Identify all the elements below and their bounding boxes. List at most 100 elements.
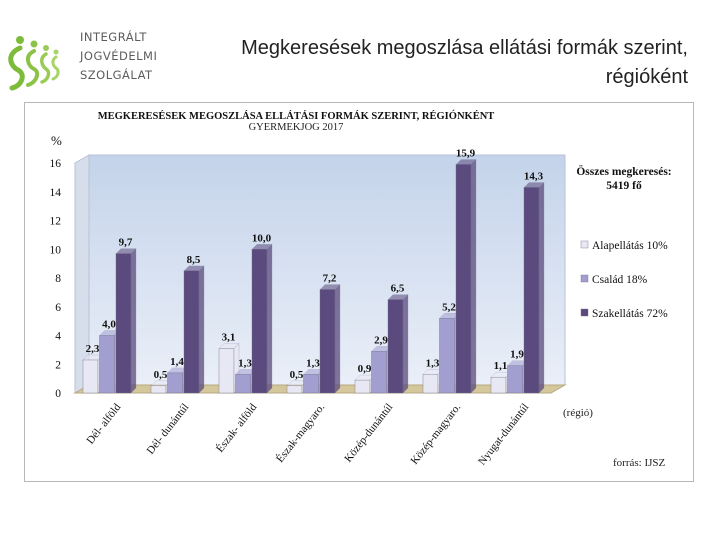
y-tick-label: 10	[50, 244, 62, 256]
bars: 2,34,09,70,51,48,53,11,310,00,51,37,20,9…	[82, 147, 545, 394]
bar-top	[387, 294, 409, 300]
bar-value-label: 6,5	[391, 283, 405, 295]
bar-value-label: 4,0	[102, 319, 116, 331]
bar-top	[455, 159, 477, 165]
bar	[82, 359, 99, 394]
bar-top	[523, 182, 545, 188]
bar-value-label: 3,1	[222, 331, 236, 343]
bar-side	[266, 243, 273, 394]
y-tick-label: 8	[55, 273, 61, 285]
bar-side	[198, 265, 205, 394]
bar-value-label: 7,2	[323, 273, 337, 285]
bar-side	[470, 159, 477, 394]
chart-title: MEGKERESÉSEK MEGOSZLÁSA ELLÁTÁSI FORMÁK …	[98, 110, 495, 122]
bar-value-label: 0,5	[290, 369, 304, 381]
chart-frame: MEGKERESÉSEK MEGOSZLÁSA ELLÁTÁSI FORMÁK …	[24, 102, 694, 482]
logo-line-1: INTEGRÁLT	[80, 30, 147, 44]
bar-value-label: 1,4	[170, 356, 184, 368]
bar	[251, 249, 268, 394]
slide-title-line-2: régióként	[605, 66, 688, 88]
bar-value-label: 10,0	[252, 232, 272, 244]
logo	[6, 26, 176, 96]
bar-side	[334, 284, 341, 394]
y-tick-label: 2	[55, 359, 61, 371]
x-axis-ticks: Dél- alföld Dél- dunántúl Észak- alföld Ész…	[84, 401, 531, 468]
y-tick-label: 6	[55, 302, 61, 314]
bar	[115, 253, 132, 394]
legend-swatch	[580, 240, 589, 249]
bar	[455, 164, 472, 394]
bar	[99, 335, 115, 394]
bar-value-label: 8,5	[187, 254, 201, 266]
bar	[150, 385, 167, 394]
bar-value-label: 0,9	[358, 363, 372, 375]
bar	[507, 365, 523, 394]
bar-value-label: 2,9	[374, 334, 388, 346]
legend-swatch	[580, 308, 589, 317]
bar	[303, 374, 319, 394]
bar	[218, 348, 235, 394]
bar-value-label: 0,5	[154, 369, 168, 381]
y-tick-label: 16	[50, 158, 62, 170]
slide-title-line-1: Megkeresések megoszlása ellátási formák …	[241, 37, 688, 59]
bar	[387, 299, 404, 394]
x-tick-label: Észak-magyaro.	[274, 401, 327, 465]
legend-swatch	[580, 274, 589, 283]
y-axis-label: %	[51, 133, 62, 148]
bar-side	[402, 294, 409, 394]
bar	[235, 374, 251, 394]
bar-value-label: 1,9	[510, 349, 524, 361]
bar	[371, 351, 387, 394]
x-tick-label: Közép-magyaro.	[409, 401, 464, 467]
bar	[319, 289, 336, 394]
bar-top	[115, 248, 137, 254]
bar	[523, 187, 540, 394]
y-tick-label: 4	[55, 331, 61, 343]
legend-label: Szakellátás 72%	[592, 308, 668, 320]
logo-text: INTEGRÁLT JOGVÉDELMI SZOLGÁLAT	[80, 28, 157, 85]
bar	[183, 270, 200, 394]
logo-line-2: JOGVÉDELMI	[80, 49, 158, 63]
bar-side	[130, 248, 137, 394]
bar	[422, 374, 439, 394]
logo-icon	[8, 36, 60, 91]
logo-line-3: SZOLGÁLAT	[80, 68, 153, 82]
bar-value-label: 9,7	[119, 237, 133, 249]
x-tick-label: Dél- dunántúl	[144, 401, 191, 456]
x-tick-label: Nyugat-dunántúl	[476, 401, 531, 467]
bar-value-label: 15,9	[456, 147, 476, 159]
bar-value-label: 5,2	[442, 301, 456, 313]
bar-top	[319, 284, 341, 290]
legend: Alapellátás 10% Család 18% Szakellátás 72%	[580, 240, 668, 320]
x-tick-label: Közép-dunántúl	[342, 401, 395, 464]
bar	[354, 379, 371, 394]
slide-title: Megkeresések megoszlása ellátási formák …	[190, 34, 688, 92]
bar-value-label: 1,3	[426, 357, 440, 369]
bar-value-label: 1,3	[306, 357, 320, 369]
chart-subtitle: GYERMEKJOG 2017	[249, 122, 344, 133]
bar	[167, 372, 183, 394]
y-tick-label: 12	[50, 216, 62, 228]
bar	[439, 318, 455, 394]
y-tick-label: 0	[55, 388, 61, 400]
bar-value-label: 14,3	[524, 170, 544, 182]
source-note: forrás: IJSZ	[613, 457, 666, 469]
y-axis-ticks: 0 2 4 6 8 10 12 14 16	[50, 158, 62, 400]
bar-side	[538, 182, 545, 394]
bar-top	[218, 343, 240, 349]
bar-top	[251, 244, 273, 250]
legend-label: Alapellátás 10%	[592, 240, 668, 252]
bar-chart: MEGKERESÉSEK MEGOSZLÁSA ELLÁTÁSI FORMÁK …	[50, 110, 672, 469]
x-tick-label: Észak- alföld	[214, 401, 260, 455]
bar-value-label: 1,1	[494, 360, 508, 372]
x-tick-label: Dél- alföld	[84, 401, 123, 447]
total-annotation-line-1: Összes megkeresés:	[576, 164, 671, 178]
legend-label: Család 18%	[592, 274, 648, 286]
bar	[490, 376, 507, 394]
plot-background	[73, 154, 567, 394]
bar-value-label: 1,3	[238, 357, 252, 369]
x-axis-label: (régió)	[563, 407, 593, 419]
total-annotation-line-2: 5419 fő	[606, 180, 642, 192]
bar	[286, 385, 303, 394]
bar-top	[183, 265, 205, 271]
